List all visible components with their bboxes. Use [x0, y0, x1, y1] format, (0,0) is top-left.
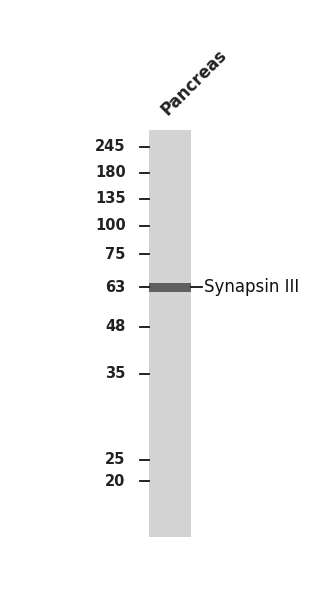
Text: 35: 35	[105, 367, 126, 381]
Text: 135: 135	[95, 192, 126, 206]
Text: 75: 75	[105, 247, 126, 262]
Text: Synapsin III: Synapsin III	[204, 278, 299, 297]
Text: 180: 180	[95, 165, 126, 181]
Text: 245: 245	[95, 139, 126, 155]
Text: 25: 25	[105, 453, 126, 467]
Bar	[148, 282, 191, 292]
Bar	[148, 130, 191, 537]
Text: Pancreas: Pancreas	[158, 46, 231, 119]
Text: 100: 100	[95, 219, 126, 233]
Text: 48: 48	[105, 319, 126, 334]
Text: 20: 20	[105, 474, 126, 489]
Text: 63: 63	[105, 280, 126, 295]
